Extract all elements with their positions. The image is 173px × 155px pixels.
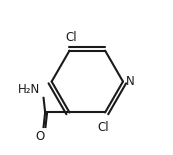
Text: H₂N: H₂N <box>18 83 40 96</box>
Text: N: N <box>126 75 135 88</box>
Text: O: O <box>36 130 45 143</box>
Text: Cl: Cl <box>65 31 77 44</box>
Text: Cl: Cl <box>98 121 109 134</box>
